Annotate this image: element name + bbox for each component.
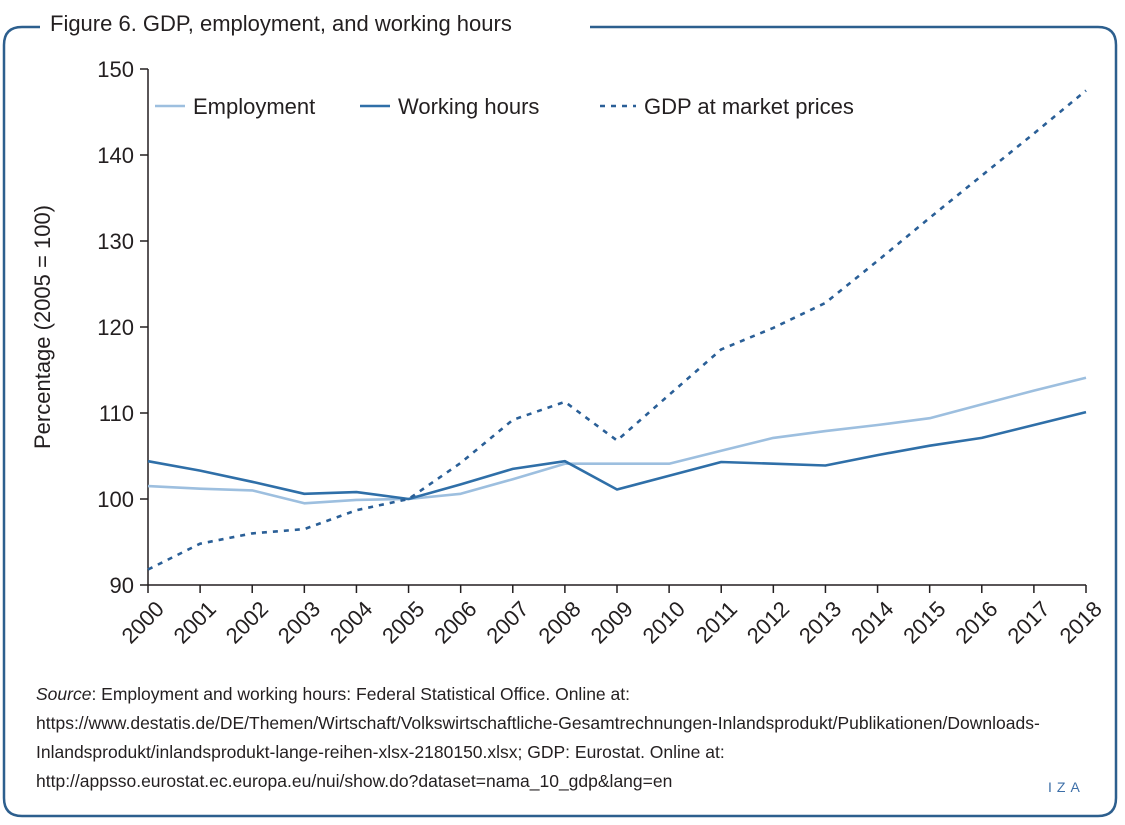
y-axis: 90 100 110 120 130 140 150 [97,57,149,598]
x-tick-label: 2007 [481,596,533,648]
x-tick-label: 2015 [898,596,950,648]
x-tick-label: 2017 [1002,596,1054,648]
legend-label: Working hours [398,94,539,119]
y-axis-label: Percentage (2005 = 100) [30,205,55,449]
y-tick-label: 130 [97,229,134,254]
x-tick-label: 2011 [691,596,742,647]
x-tick-label: 2004 [325,596,377,648]
iza-logo: IZA [1048,779,1085,795]
chart-legend: Employment Working hours GDP at market pri… [155,94,854,119]
x-tick-label: 2002 [221,596,273,648]
legend-label: GDP at market prices [644,94,854,119]
x-tick-label: 2012 [742,596,794,648]
x-tick-label: 2013 [794,596,846,648]
x-tick-label: 2008 [533,596,585,648]
x-tick-label: 2016 [950,596,1002,648]
x-axis: 2000 2001 2002 2003 2004 2005 2006 2007 2008 2009… [117,584,1107,648]
series-line-working-hours [147,410,1087,501]
x-tick-label: 2003 [273,596,325,648]
x-tick-label: 2001 [169,596,221,648]
source-label: Source [36,684,92,704]
legend-label: Employment [193,94,315,119]
y-tick-label: 90 [110,573,134,598]
y-tick-label: 100 [97,487,134,512]
x-tick-label: 2005 [377,596,429,648]
x-tick-label: 2009 [586,596,638,648]
source-text: : Employment and working hours: Federal … [36,684,1040,791]
x-tick-label: 2018 [1055,596,1107,648]
x-tick-label: 2006 [429,596,481,648]
y-tick-label: 110 [99,401,134,426]
figure-title: Figure 6. GDP, employment, and working h… [46,10,520,38]
series-line-gdp-at-market-prices [147,89,1087,571]
chart-series [147,89,1087,571]
y-tick-label: 140 [97,143,134,168]
x-tick-label: 2010 [638,596,690,648]
y-tick-label: 150 [97,57,134,82]
x-tick-label: 2000 [117,596,169,648]
x-tick-label: 2014 [846,596,898,648]
series-line-employment [147,376,1087,505]
y-tick-label: 120 [97,315,134,340]
source-note: Source: Employment and working hours: Fe… [36,680,1096,796]
